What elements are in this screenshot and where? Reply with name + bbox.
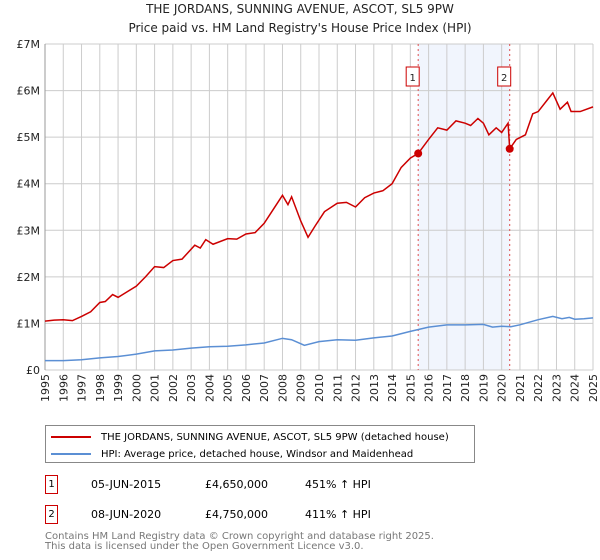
y-tick-label: £2M	[17, 271, 41, 284]
x-tick-label: 2024	[569, 374, 582, 402]
sale-row: 1 05-JUN-2015 £4,650,000 451% ↑ HPI	[45, 475, 495, 495]
x-tick-label: 2014	[386, 374, 399, 402]
legend-swatch-blue	[51, 453, 91, 455]
y-tick-label: £5M	[17, 131, 41, 144]
y-tick-label: £6M	[17, 85, 41, 98]
sale-hpi: 451% ↑ HPI	[305, 478, 371, 491]
sale-badge: 1	[45, 475, 58, 494]
sale-date: 05-JUN-2015	[91, 478, 162, 491]
sale-price: £4,750,000	[205, 508, 268, 521]
sale-marker-label: 1	[410, 73, 416, 84]
legend: THE JORDANS, SUNNING AVENUE, ASCOT, SL5 …	[45, 425, 475, 463]
x-tick-label: 2011	[331, 374, 344, 402]
x-tick-label: 2018	[459, 374, 472, 402]
y-tick-label: £3M	[17, 224, 41, 237]
x-tick-label: 2010	[313, 374, 326, 402]
x-tick-label: 2025	[587, 374, 600, 402]
footer-licence: This data is licensed under the Open Gov…	[45, 541, 364, 552]
series-line	[45, 315, 594, 362]
x-tick-label: 2008	[276, 374, 289, 402]
x-tick-label: 2019	[477, 374, 490, 402]
sale-badge: 2	[45, 505, 58, 524]
x-tick-label: 2013	[368, 374, 381, 402]
y-tick-label: £0	[26, 364, 40, 377]
x-tick-label: 1999	[112, 374, 125, 402]
x-tick-label: 2002	[167, 374, 180, 402]
sale-hpi: 411% ↑ HPI	[305, 508, 371, 521]
y-tick-label: £1M	[17, 317, 41, 330]
sale-date: 08-JUN-2020	[91, 508, 162, 521]
x-tick-label: 2016	[423, 374, 436, 402]
x-tick-label: 1995	[39, 374, 52, 402]
sale-point	[414, 149, 423, 158]
x-tick-label: 2017	[441, 374, 454, 402]
x-tick-label: 2003	[185, 374, 198, 402]
footer-copyright: Contains HM Land Registry data © Crown c…	[45, 531, 434, 542]
x-tick-label: 1998	[94, 374, 107, 402]
legend-label: THE JORDANS, SUNNING AVENUE, ASCOT, SL5 …	[101, 431, 449, 443]
shaded-period	[418, 44, 510, 370]
x-tick-label: 2021	[514, 374, 527, 402]
legend-item-property: THE JORDANS, SUNNING AVENUE, ASCOT, SL5 …	[46, 430, 449, 444]
x-tick-label: 2012	[350, 374, 363, 402]
legend-swatch-red	[51, 436, 91, 438]
x-tick-label: 1997	[76, 374, 89, 402]
sale-point	[505, 144, 514, 153]
sale-marker-badge	[405, 66, 420, 87]
chart-title: THE JORDANS, SUNNING AVENUE, ASCOT, SL5 …	[145, 2, 454, 16]
legend-item-hpi: HPI: Average price, detached house, Wind…	[46, 447, 413, 461]
x-tick-label: 2004	[203, 374, 216, 402]
sale-marker-label: 2	[501, 73, 507, 84]
series-line	[44, 91, 594, 322]
sale-row: 2 08-JUN-2020 £4,750,000 411% ↑ HPI	[45, 505, 495, 525]
x-tick-label: 2020	[496, 374, 509, 402]
x-tick-label: 2023	[550, 374, 563, 402]
chart-subtitle: Price paid vs. HM Land Registry's House …	[128, 21, 471, 35]
x-tick-label: 2022	[532, 374, 545, 402]
y-tick-label: £7M	[17, 38, 41, 51]
x-tick-label: 2015	[404, 374, 417, 402]
x-tick-label: 2009	[295, 374, 308, 402]
x-tick-label: 2005	[222, 374, 235, 402]
x-tick-label: 2000	[130, 374, 143, 402]
y-tick-label: £4M	[17, 178, 41, 191]
price-chart: THE JORDANS, SUNNING AVENUE, ASCOT, SL5 …	[17, 2, 600, 402]
x-tick-label: 2001	[149, 374, 162, 402]
legend-label: HPI: Average price, detached house, Wind…	[101, 448, 414, 460]
x-tick-label: 1996	[57, 374, 70, 402]
sale-price: £4,650,000	[205, 478, 268, 491]
sale-marker-badge	[497, 66, 512, 87]
x-tick-label: 2007	[258, 374, 271, 402]
x-tick-label: 2006	[240, 374, 253, 402]
